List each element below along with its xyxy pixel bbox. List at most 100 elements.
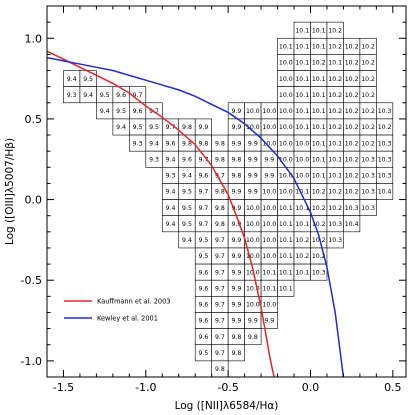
heatmap-cell: 10.4 — [343, 215, 361, 233]
heatmap-cell: 9.4 — [96, 102, 114, 120]
cell-value-label: 9.4 — [83, 92, 93, 99]
heatmap-cell: 10.2 — [310, 199, 328, 216]
cell-value-label: 9.8 — [215, 221, 225, 228]
cell-value-label: 10.2 — [345, 173, 359, 180]
heatmap-cell: 9.5 — [194, 231, 212, 249]
heatmap-cell: 10.2 — [293, 231, 311, 249]
cell-value-label: 9.9 — [248, 318, 258, 325]
cell-value-label: 9.8 — [248, 334, 258, 341]
cell-value-label: 10.2 — [328, 92, 342, 99]
heatmap-cell: 9.4 — [161, 150, 180, 168]
cell-value-label: 10.0 — [279, 156, 293, 163]
heatmap-cell: 9.4 — [161, 183, 180, 200]
heatmap-cell: 10.0 — [277, 118, 295, 136]
heatmap-cell: 9.8 — [211, 360, 229, 378]
cell-value-label: 9.3 — [149, 156, 159, 163]
cell-value-label: 10.2 — [312, 60, 326, 67]
heatmap-cell: 9.8 — [211, 215, 229, 233]
heatmap-cell: 10.2 — [343, 134, 361, 152]
heatmap-cell: 10.0 — [260, 118, 278, 136]
heatmap-cell: 9.9 — [227, 263, 245, 281]
heatmap-cell: 9.5 — [96, 86, 114, 104]
heatmap-cell: 9.7 — [211, 344, 229, 362]
heatmap-cell: 9.3 — [145, 150, 163, 168]
cell-value-label: 9.8 — [182, 124, 192, 131]
cell-value-label: 9.3 — [166, 173, 176, 180]
heatmap-cell: 10.1 — [277, 263, 295, 281]
cell-box — [227, 344, 245, 362]
heatmap-cell: 10.3 — [343, 199, 361, 216]
cell-value-label: 9.4 — [182, 173, 192, 180]
cell-value-label: 10.2 — [295, 237, 309, 244]
heatmap-cell: 9.4 — [178, 231, 196, 249]
cell-value-label: 10.2 — [345, 92, 359, 99]
cell-value-label: 9.6 — [133, 108, 143, 115]
heatmap-cell: 10.0 — [260, 231, 278, 249]
heatmap-cell: 10.2 — [293, 247, 311, 265]
heatmap-cell: 10.2 — [343, 86, 361, 104]
heatmap-cell: 10.1 — [326, 134, 344, 152]
heatmap-cell: 9.5 — [129, 118, 147, 136]
cell-value-label: 10.2 — [345, 108, 359, 115]
heatmap-cell: 9.6 — [194, 312, 212, 329]
cell-value-label: 10.0 — [246, 221, 260, 228]
cell-box — [343, 215, 361, 233]
cell-value-label: 10.4 — [345, 221, 359, 228]
cell-value-label: 10.2 — [328, 76, 342, 83]
legend-label: Kewley et al. 2001 — [97, 314, 158, 322]
cell-value-label: 9.9 — [231, 269, 241, 276]
heatmap-cell: 10.2 — [343, 183, 361, 200]
heatmap-cell: 9.8 — [211, 134, 229, 152]
cell-value-label: 10.1 — [262, 285, 276, 292]
cell-value-label: 9.4 — [166, 189, 176, 196]
cell-value-label: 9.5 — [83, 76, 93, 83]
cell-value-label: 10.1 — [295, 269, 309, 276]
cell-value-label: 10.2 — [345, 44, 359, 51]
cell-value-label: 10.2 — [328, 27, 342, 34]
cell-value-label: 9.6 — [199, 302, 209, 309]
heatmap-cell: 10.0 — [277, 54, 295, 71]
heatmap-cell: 9.6 — [194, 167, 212, 184]
heatmap-cell: 9.8 — [211, 150, 229, 168]
cell-value-label: 10.0 — [279, 140, 293, 147]
heatmap-cell: 9.9 — [227, 296, 245, 313]
x-tick-label: 0.5 — [384, 381, 402, 394]
heatmap-cell: 9.6 — [178, 150, 196, 168]
heatmap-cell: 10.2 — [310, 183, 328, 200]
cell-value-label: 10.1 — [312, 44, 326, 51]
heatmap-cell: 10.1 — [293, 54, 311, 71]
heatmap-cell: 10.0 — [260, 102, 278, 120]
cell-value-label: 10.0 — [279, 124, 293, 131]
cell-value-label: 9.5 — [100, 92, 110, 99]
cell-box — [376, 183, 394, 200]
heatmap-cell: 10.1 — [310, 134, 328, 152]
cell-value-label: 9.9 — [231, 237, 241, 244]
heatmap-cell: 9.7 — [211, 296, 229, 313]
heatmap-cell: 10.1 — [277, 199, 295, 216]
heatmap-cell: 10.2 — [343, 70, 361, 87]
cell-value-label: 10.1 — [262, 269, 276, 276]
heatmap-cell: 9.9 — [227, 183, 245, 200]
heatmap-cell: 10.3 — [326, 231, 344, 249]
cell-value-label: 9.9 — [248, 189, 258, 196]
cell-value-label: 9.6 — [199, 318, 209, 325]
cell-value-label: 10.2 — [328, 189, 342, 196]
legend: Kauffmann et al. 2003 Kewley et al. 2001 — [64, 297, 170, 322]
y-tick-label: 1.0 — [25, 32, 43, 45]
heatmap-cell: 10.2 — [359, 86, 377, 104]
cell-value-label: 10.0 — [262, 205, 276, 212]
cell-value-label: 10.0 — [246, 108, 260, 115]
cell-value-label: 10.1 — [279, 285, 293, 292]
heatmap-cell: 10.0 — [277, 102, 295, 120]
heatmap-cell: 9.5 — [178, 183, 196, 200]
heatmap-cell: 10.0 — [277, 183, 295, 200]
cell-value-label: 10.2 — [345, 156, 359, 163]
heatmap-cell: 9.8 — [227, 150, 245, 168]
cell-value-label: 10.2 — [312, 253, 326, 260]
cell-value-label: 10.1 — [279, 269, 293, 276]
heatmap-cell: 10.2 — [326, 37, 344, 55]
heatmap-cell: 10.1 — [310, 150, 328, 168]
curve-series-1 — [47, 56, 345, 377]
heatmap-cell: 9.5 — [79, 70, 97, 87]
heatmap-cell: 10.0 — [244, 102, 262, 120]
